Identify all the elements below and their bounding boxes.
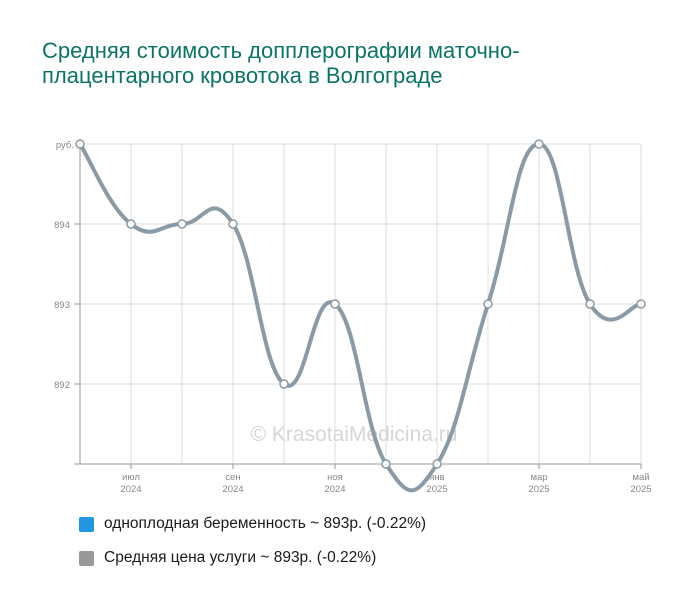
data-point: [534, 139, 544, 149]
x-tick-label-month: сен: [225, 472, 240, 483]
x-tick-label-year: 2025: [528, 484, 549, 495]
legend-item-average-price[interactable]: Средняя цена услуги ~ 893р. (-0.22%): [79, 549, 376, 567]
data-point: [483, 299, 493, 309]
x-tick-label-month: июл: [122, 472, 140, 483]
legend-swatch-blue: [79, 516, 94, 532]
data-point: [585, 299, 595, 309]
x-tick-label-month: янв: [429, 472, 444, 483]
legend-label: Средняя цена услуги ~ 893р. (-0.22%): [104, 549, 377, 566]
y-unit-label: руб.: [56, 140, 74, 151]
legend-item-single-pregnancy[interactable]: одноплодная беременность ~ 893р. (-0.22%…: [79, 515, 426, 533]
data-point: [330, 299, 340, 309]
x-tick-label-year: 2024: [222, 484, 243, 495]
y-tick-label: 894: [54, 220, 70, 231]
y-tick-label: 892: [54, 380, 70, 391]
legend-label: одноплодная беременность ~ 893р. (-0.22%…: [104, 515, 427, 532]
line-chart: руб.892893894июл2024сен2024ноя2024янв202…: [54, 139, 652, 495]
data-point: [636, 299, 646, 309]
x-tick-label-year: 2025: [426, 484, 447, 495]
x-tick-label-year: 2024: [120, 484, 141, 495]
x-tick-label-year: 2025: [630, 484, 651, 495]
data-point: [279, 379, 289, 389]
watermark: © KrasotaiMedicina.ru: [251, 423, 458, 446]
x-tick-label-month: май: [632, 472, 649, 483]
legend-swatch-gray: [79, 550, 94, 566]
data-point: [75, 139, 85, 149]
x-tick-label-month: ноя: [327, 472, 343, 483]
y-tick-label: 893: [54, 300, 70, 311]
series-line: [78, 142, 643, 493]
data-point: [126, 219, 136, 229]
data-point: [177, 219, 187, 229]
x-tick-label-year: 2024: [324, 484, 345, 495]
data-point: [381, 459, 391, 469]
x-tick-label-month: мар: [530, 472, 547, 483]
data-point: [432, 459, 442, 469]
chart-title: Средняя стоимость допплерографии маточно…: [42, 38, 520, 88]
data-point: [228, 219, 238, 229]
